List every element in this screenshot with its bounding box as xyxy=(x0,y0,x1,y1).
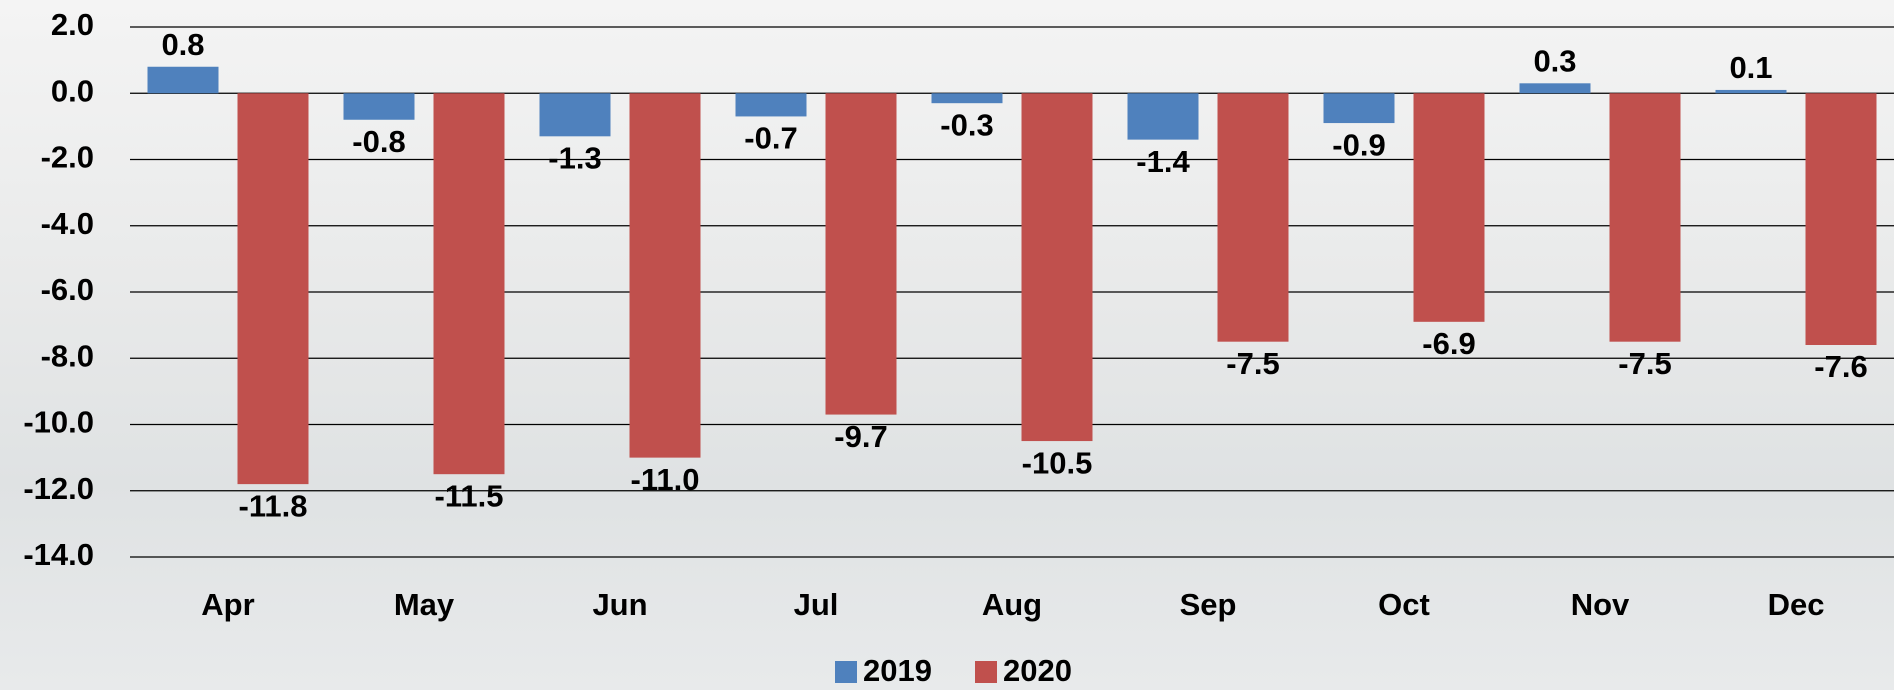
y-tick-label: -6.0 xyxy=(41,272,94,307)
x-tick-label: May xyxy=(394,587,455,622)
bar xyxy=(1021,93,1093,442)
y-tick-label: 2.0 xyxy=(51,7,94,42)
data-label: -6.9 xyxy=(1422,326,1475,361)
data-label: -11.0 xyxy=(631,462,700,497)
bar xyxy=(1323,93,1395,124)
data-label: -7.6 xyxy=(1814,349,1867,384)
x-tick-label: Jun xyxy=(592,587,647,622)
bar xyxy=(147,66,219,94)
legend-label: 2019 xyxy=(863,653,932,688)
data-label: -1.4 xyxy=(1136,144,1190,179)
data-label: 0.8 xyxy=(161,27,204,62)
legend-swatch xyxy=(975,661,997,683)
x-tick-label: Nov xyxy=(1571,587,1630,622)
data-label: -0.3 xyxy=(940,107,993,142)
data-label: 0.3 xyxy=(1533,44,1576,79)
bar xyxy=(735,93,807,117)
data-label: -11.5 xyxy=(435,478,504,513)
bar xyxy=(343,93,415,120)
data-label: -9.7 xyxy=(834,419,887,454)
data-label: -11.8 xyxy=(239,488,308,523)
data-label: -7.5 xyxy=(1226,346,1279,381)
bar xyxy=(1609,93,1681,342)
data-label: -10.5 xyxy=(1022,445,1093,480)
data-label: -0.9 xyxy=(1332,127,1385,162)
data-label: -0.7 xyxy=(744,121,797,156)
x-tick-label: Sep xyxy=(1180,587,1237,622)
y-tick-label: -14.0 xyxy=(23,537,94,572)
data-label: -7.5 xyxy=(1618,346,1671,381)
bar xyxy=(1805,93,1877,345)
bar xyxy=(1217,93,1289,342)
bar xyxy=(1413,93,1485,322)
y-tick-label: -8.0 xyxy=(41,338,94,373)
bar xyxy=(1519,83,1591,94)
legend-swatch xyxy=(835,661,857,683)
y-tick-label: -2.0 xyxy=(41,140,94,175)
data-label: 0.1 xyxy=(1729,50,1772,85)
bar xyxy=(825,93,897,415)
bar xyxy=(539,93,611,137)
x-tick-label: Dec xyxy=(1768,587,1825,622)
y-tick-label: -10.0 xyxy=(23,405,94,440)
bar xyxy=(931,93,1003,104)
bar xyxy=(237,93,309,485)
data-label: -1.3 xyxy=(548,141,601,176)
legend-label: 2020 xyxy=(1003,653,1072,688)
bar xyxy=(1715,89,1787,94)
x-tick-label: Aug xyxy=(982,587,1042,622)
x-tick-label: Oct xyxy=(1378,587,1430,622)
x-tick-label: Jul xyxy=(794,587,839,622)
y-tick-label: -12.0 xyxy=(23,471,94,506)
bar xyxy=(433,93,505,475)
data-label: -0.8 xyxy=(352,124,405,159)
y-tick-label: 0.0 xyxy=(51,73,94,108)
y-tick-label: -4.0 xyxy=(41,206,94,241)
bar xyxy=(629,93,701,458)
bar xyxy=(1127,93,1199,140)
x-tick-label: Apr xyxy=(201,587,254,622)
